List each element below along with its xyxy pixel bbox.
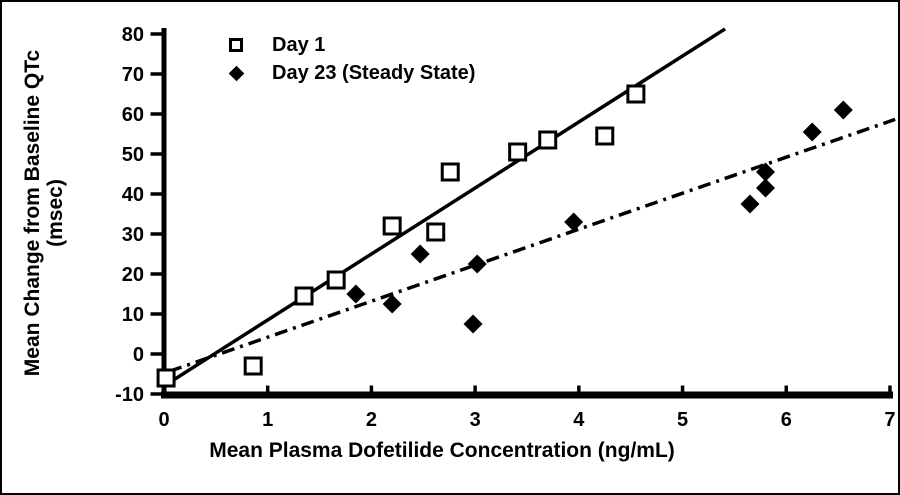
marker-day-1 bbox=[326, 270, 346, 290]
marker-day-1 bbox=[508, 142, 528, 162]
marker-day-23-steady-state bbox=[756, 162, 776, 182]
marker-day-23-steady-state bbox=[756, 178, 776, 198]
legend-row-day1: Day 1 bbox=[224, 31, 475, 59]
x-tick-label-0: 0 bbox=[158, 409, 169, 431]
marker-day-23-steady-state bbox=[833, 100, 853, 120]
y-tick-label-40: 40 bbox=[122, 184, 144, 206]
marker-day-23-steady-state bbox=[740, 194, 760, 214]
x-tick-label-2: 2 bbox=[366, 409, 377, 431]
marker-day-1 bbox=[156, 368, 176, 388]
y-tick-label-60: 60 bbox=[122, 104, 144, 126]
y-tick-label-10: 10 bbox=[122, 304, 144, 326]
x-tick-label-3: 3 bbox=[470, 409, 481, 431]
y-tick-label-70: 70 bbox=[122, 64, 144, 86]
y-tick-label-0: 0 bbox=[133, 344, 144, 366]
y-axis-title: Mean Change from Baseline QTc (msec) bbox=[21, 3, 67, 423]
y-tick-label-50: 50 bbox=[122, 144, 144, 166]
y-axis-title-line2: (msec) bbox=[44, 179, 67, 247]
open-square-icon bbox=[229, 38, 243, 52]
y-tick-label--10: -10 bbox=[115, 384, 144, 406]
marker-day-23-steady-state bbox=[410, 244, 430, 264]
marker-day-1 bbox=[626, 84, 646, 104]
trendline-day-23-steady-state bbox=[168, 117, 896, 374]
legend-label-day1: Day 1 bbox=[272, 33, 326, 56]
marker-day-1 bbox=[382, 216, 402, 236]
marker-day-23-steady-state bbox=[564, 212, 584, 232]
x-axis-title: Mean Plasma Dofetilide Concentration (ng… bbox=[209, 439, 675, 462]
y-axis-title-line1: Mean Change from Baseline QTc bbox=[21, 49, 44, 377]
legend-label-day23: Day 23 (Steady State) bbox=[272, 61, 476, 84]
y-tick-label-20: 20 bbox=[122, 264, 144, 286]
marker-day-1 bbox=[595, 126, 615, 146]
marker-day-1 bbox=[243, 356, 263, 376]
x-tick-label-6: 6 bbox=[781, 409, 792, 431]
x-tick-label-5: 5 bbox=[677, 409, 688, 431]
marker-day-23-steady-state bbox=[802, 122, 822, 142]
legend: Day 1 Day 23 (Steady State) bbox=[224, 31, 475, 87]
marker-day-23-steady-state bbox=[467, 254, 487, 274]
y-tick-label-80: 80 bbox=[122, 24, 144, 46]
x-tick-label-7: 7 bbox=[884, 409, 895, 431]
y-tick-label-30: 30 bbox=[122, 224, 144, 246]
x-tick-label-4: 4 bbox=[573, 409, 585, 431]
legend-row-day23: Day 23 (Steady State) bbox=[224, 59, 475, 87]
marker-day-1 bbox=[426, 222, 446, 242]
marker-day-23-steady-state bbox=[382, 294, 402, 314]
marker-day-23-steady-state bbox=[463, 314, 483, 334]
marker-day-1 bbox=[294, 286, 314, 306]
x-tick-label-1: 1 bbox=[262, 409, 273, 431]
marker-day-1 bbox=[538, 130, 558, 150]
marker-day-23-steady-state bbox=[346, 284, 366, 304]
filled-diamond-icon bbox=[228, 65, 244, 81]
marker-day-1 bbox=[440, 162, 460, 182]
